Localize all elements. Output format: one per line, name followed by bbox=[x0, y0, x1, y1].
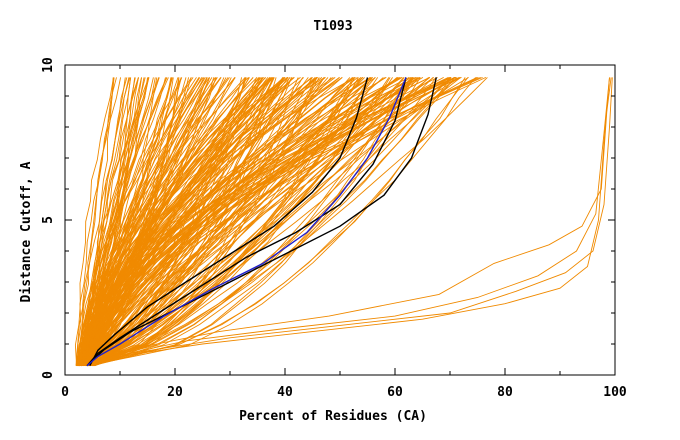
background-curve bbox=[91, 77, 294, 366]
background-curve bbox=[88, 77, 126, 366]
background-curve bbox=[79, 77, 469, 367]
highlighted-curves bbox=[86, 77, 437, 367]
background-curves bbox=[74, 76, 488, 367]
background-curve bbox=[92, 77, 290, 367]
x-tick-label: 100 bbox=[603, 385, 627, 400]
background-curve bbox=[88, 77, 488, 367]
background-curve bbox=[79, 77, 271, 366]
y-tick-label: 10 bbox=[41, 57, 56, 73]
background-curve bbox=[87, 77, 421, 366]
outlier-curve bbox=[81, 77, 610, 367]
background-curve bbox=[77, 77, 122, 366]
outlier-curve bbox=[81, 77, 612, 367]
background-curve bbox=[92, 77, 421, 367]
x-tick-label: 80 bbox=[497, 385, 513, 400]
background-curve bbox=[83, 77, 140, 366]
background-curve bbox=[79, 77, 293, 367]
x-tick-label: 40 bbox=[277, 385, 293, 400]
x-axis-label: Percent of Residues (CA) bbox=[239, 409, 427, 424]
chart-title: T1093 bbox=[313, 19, 352, 34]
background-curve bbox=[91, 77, 384, 366]
outlier-curve bbox=[81, 77, 610, 367]
background-curve bbox=[94, 77, 356, 367]
x-tick-label: 20 bbox=[167, 385, 183, 400]
background-curve bbox=[92, 77, 452, 367]
background-curve bbox=[88, 77, 131, 366]
background-curve bbox=[88, 76, 451, 366]
axis-ticks: 0 20 40 60 80 100 0 5 10 bbox=[41, 57, 627, 400]
x-tick-label: 0 bbox=[61, 385, 69, 400]
background-curve bbox=[76, 77, 413, 367]
background-curve bbox=[77, 77, 431, 367]
background-curve bbox=[85, 77, 309, 366]
outlier-curve bbox=[81, 77, 613, 367]
background-curve bbox=[91, 77, 229, 366]
background-curve bbox=[76, 77, 243, 367]
y-tick-label: 0 bbox=[41, 371, 56, 379]
background-curve bbox=[74, 77, 114, 366]
background-curve bbox=[78, 77, 458, 367]
background-curve bbox=[92, 77, 340, 366]
y-tick-label: 5 bbox=[41, 216, 56, 224]
background-curve bbox=[76, 77, 143, 366]
highlight-curve-black bbox=[86, 77, 437, 367]
background-curve bbox=[78, 76, 402, 366]
background-curve bbox=[86, 77, 275, 366]
y-axis-label: Distance Cutoff, A bbox=[19, 161, 34, 302]
background-curve bbox=[78, 77, 274, 366]
background-curve bbox=[92, 77, 318, 367]
highlight-curve-black bbox=[89, 77, 369, 367]
background-curve bbox=[78, 77, 376, 367]
outlier-curves bbox=[81, 77, 613, 367]
background-curve bbox=[80, 77, 117, 366]
background-curve bbox=[81, 77, 371, 367]
background-curve bbox=[85, 77, 263, 366]
background-curve bbox=[78, 77, 456, 367]
background-curve bbox=[78, 77, 139, 366]
background-curve bbox=[92, 77, 284, 366]
background-curve bbox=[76, 77, 273, 366]
background-curve bbox=[87, 77, 354, 366]
background-curve bbox=[88, 77, 466, 367]
background-curve bbox=[77, 77, 414, 366]
highlight-curve-blue bbox=[86, 77, 407, 367]
background-curve bbox=[92, 77, 325, 367]
highlight-curve-black bbox=[86, 77, 407, 367]
background-curve bbox=[86, 77, 169, 366]
background-curve bbox=[86, 77, 399, 366]
background-curve bbox=[87, 77, 359, 367]
background-curve bbox=[80, 77, 455, 366]
x-tick-label: 60 bbox=[387, 385, 403, 400]
background-curve bbox=[83, 76, 456, 366]
